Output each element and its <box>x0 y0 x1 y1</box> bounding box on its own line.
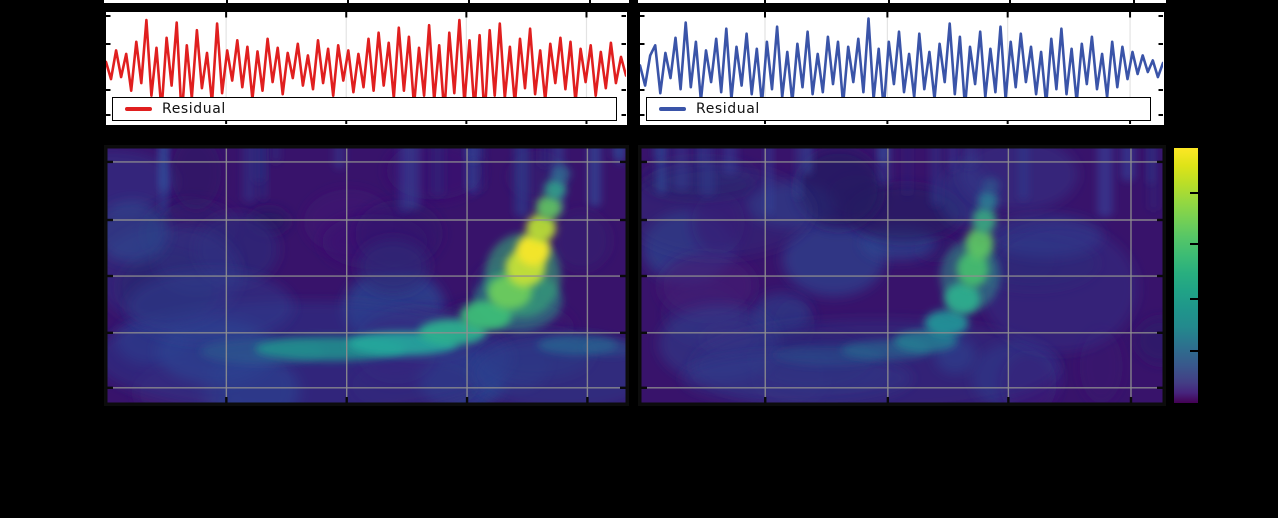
top-plot-sliver-left <box>104 0 629 3</box>
residual-panel-right: Residual <box>638 10 1166 127</box>
spectrogram-image-right <box>640 147 1164 404</box>
spectrogram-panel-right <box>638 145 1166 406</box>
spectrogram-panel-left <box>104 145 629 406</box>
colorbar-tick <box>1190 192 1198 195</box>
top-plot-sliver-right <box>638 0 1166 3</box>
colorbar-tick <box>1190 243 1198 246</box>
spectrogram-image-left <box>106 147 627 404</box>
colorbar-tick <box>1190 350 1198 353</box>
legend-label: Residual <box>162 101 226 117</box>
axis-tick <box>1133 0 1135 3</box>
axis-tick <box>468 0 470 3</box>
axis-tick <box>589 0 591 3</box>
legend-right: Residual <box>646 97 1151 121</box>
legend-line-sample-red <box>125 107 152 111</box>
legend-left: Residual <box>112 97 617 121</box>
legend-line-sample-blue <box>659 107 686 111</box>
colorbar-tick <box>1190 298 1198 301</box>
axis-tick <box>347 0 349 3</box>
legend-label: Residual <box>696 101 760 117</box>
colorbar <box>1173 147 1199 404</box>
axis-tick <box>764 0 766 3</box>
axis-tick <box>226 0 228 3</box>
residual-panel-left: Residual <box>104 10 629 127</box>
axis-tick <box>1009 0 1011 3</box>
axis-tick <box>888 0 890 3</box>
